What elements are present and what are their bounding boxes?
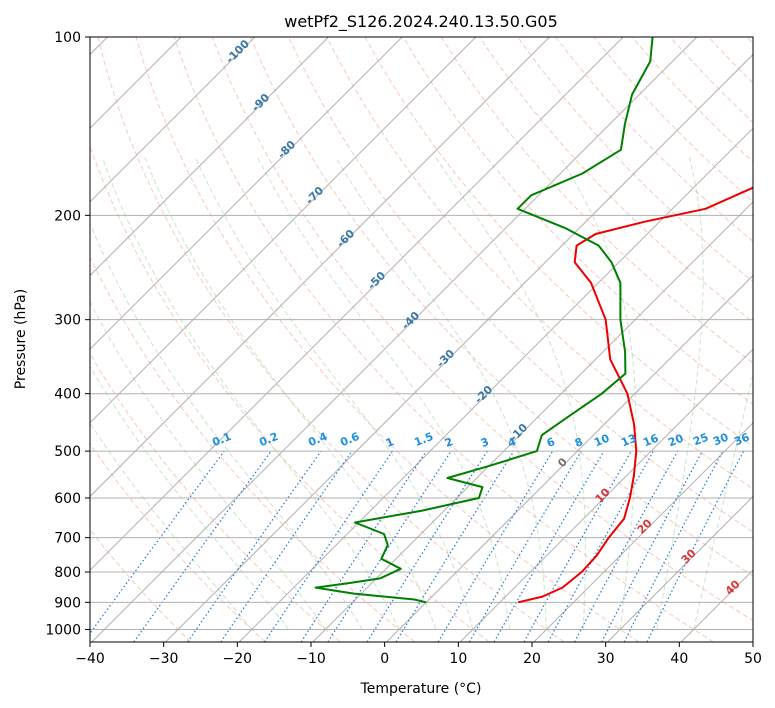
y-tick-label: 200 <box>54 208 81 224</box>
x-tick-label: 10 <box>449 651 467 667</box>
isotherm-line <box>90 37 329 277</box>
y-tick-label: 800 <box>54 565 81 581</box>
mixing-ratio-line <box>523 450 632 642</box>
y-tick-label: 300 <box>54 313 81 329</box>
dry-adiabat-line <box>135 37 640 642</box>
dry-adiabat-line <box>402 37 753 405</box>
profile-traces <box>314 37 753 604</box>
y-axis-ticks: 100 200 300 400 500 600 700 800 900 1000 <box>45 30 90 638</box>
mixing-ratio-label: 3 <box>479 435 491 450</box>
mixing-ratio-line <box>327 450 452 642</box>
x-tick-label: 40 <box>670 651 688 667</box>
dry-adiabat-line <box>97 37 565 642</box>
mixing-ratio-line <box>187 450 322 642</box>
y-tick-label: 900 <box>54 595 81 611</box>
mixing-ratio-line <box>300 450 427 642</box>
isotherm-line <box>607 495 753 642</box>
mixing-ratio-line <box>90 450 225 635</box>
dry-adiabat-line <box>326 37 753 490</box>
x-tick-label: −40 <box>75 651 105 667</box>
mixing-ratio-label: 1 <box>384 435 396 450</box>
background-lines <box>90 37 775 642</box>
dry-adiabat-line <box>211 37 753 622</box>
dry-adiabat-line <box>90 442 266 642</box>
x-tick-label: 30 <box>597 651 615 667</box>
x-tick-label: −10 <box>296 651 326 667</box>
mixing-ratio-line <box>395 450 515 642</box>
x-axis-ticks: −40 −30 −20 −10 0 10 20 30 40 50 <box>75 642 762 667</box>
dry-adiabat-line <box>90 145 490 642</box>
y-tick-label: 100 <box>54 30 81 46</box>
mixing-ratio-line <box>264 450 393 642</box>
moist-adiabat-line <box>560 157 637 630</box>
mixing-ratio-label: 13 <box>619 432 638 450</box>
isotherm-line <box>386 274 753 642</box>
mixing-ratio-label: 10 <box>592 432 611 450</box>
isotherm-line <box>165 53 753 642</box>
y-tick-label: 600 <box>54 491 81 507</box>
mixing-ratio-label: 8 <box>573 435 585 450</box>
isotherm-line <box>90 37 550 498</box>
profile-line <box>314 37 654 604</box>
y-axis-label: Pressure (hPa) <box>13 289 29 389</box>
mixing-ratio-line <box>574 450 679 642</box>
y-tick-label: 400 <box>54 387 81 403</box>
dry-adiabat-line <box>440 37 753 364</box>
x-tick-label: 50 <box>744 651 762 667</box>
isotherm-line <box>90 37 403 350</box>
mixing-ratio-label: 2 <box>443 435 455 450</box>
mixing-ratio-line <box>133 450 272 642</box>
moist-adiabat-line <box>90 365 289 630</box>
y-tick-label: 500 <box>54 444 81 460</box>
isotherm-line <box>90 37 624 571</box>
mixing-ratio-line <box>220 450 353 642</box>
isotherm-line <box>459 348 753 642</box>
mixing-ratio-line <box>646 450 745 642</box>
mixing-ratio-label: 36 <box>732 431 751 449</box>
x-tick-label: −20 <box>223 651 253 667</box>
isotherm-line <box>312 201 753 642</box>
mixing-ratio-label: 20 <box>666 432 685 450</box>
x-tick-label: 20 <box>523 651 541 667</box>
mixing-ratio-label: 16 <box>641 432 660 450</box>
dry-adiabat-line <box>90 528 191 642</box>
mixing-ratio-label: 30 <box>711 431 730 449</box>
isotherm-line <box>91 37 698 642</box>
isotherm-line <box>238 127 753 642</box>
plot-background <box>90 37 753 642</box>
isotherm-line <box>755 37 775 642</box>
plot-frame <box>89 36 754 643</box>
mixing-ratio-label: 25 <box>691 431 710 449</box>
dry-adiabat-line <box>250 37 753 577</box>
x-axis-label: Temperature (°C) <box>360 681 482 697</box>
isotherm-line <box>90 37 477 424</box>
y-tick-label: 1000 <box>45 622 81 638</box>
x-tick-label: 0 <box>380 651 389 667</box>
y-tick-label: 700 <box>54 531 81 547</box>
chart-title: wetPf2_S126.2024.240.13.50.G05 <box>284 12 558 32</box>
dry-adiabat-line <box>173 37 714 642</box>
x-tick-label: −30 <box>149 651 179 667</box>
moist-adiabat-line <box>90 422 253 630</box>
isotherm-line <box>90 37 256 203</box>
isotherm-line <box>533 422 753 642</box>
dry-adiabat-line <box>90 352 341 642</box>
profile-line <box>517 186 753 604</box>
